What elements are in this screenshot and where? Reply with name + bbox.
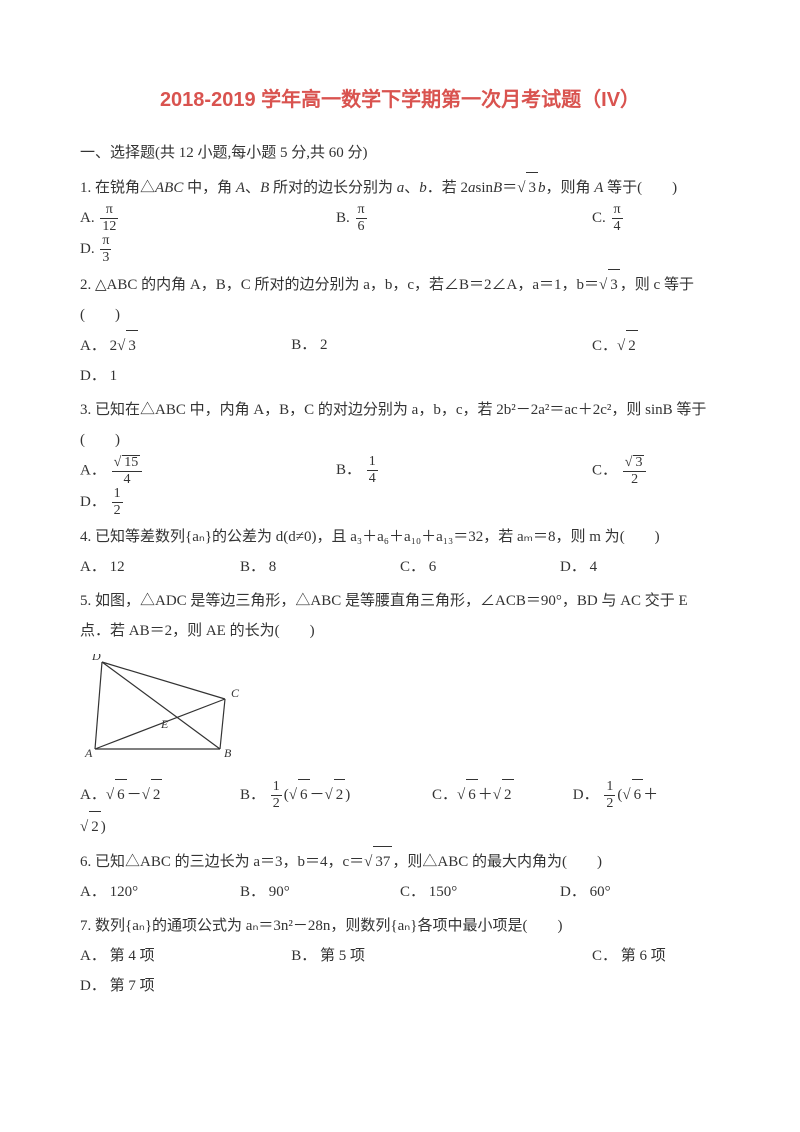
- question-4: 4. 已知等差数列{aₙ}的公差为 d(d≠0)，且 a₃＋a₆＋a₁₀＋a₁₃…: [80, 522, 720, 552]
- q5-opt-b: B． 12(√6－√2): [240, 779, 432, 811]
- q1-opt-a: A. π12: [80, 203, 336, 234]
- q4-opt-a: A． 12: [80, 552, 240, 582]
- q5-options: A．√6－√2 B． 12(√6－√2) C．√6＋√2 D． 12(√6＋: [80, 779, 720, 811]
- question-7: 7. 数列{aₙ}的通项公式为 aₙ＝3n²－28n，则数列{aₙ}各项中最小项…: [80, 911, 720, 941]
- q6-options: A． 120° B． 90° C． 150° D． 60°: [80, 877, 720, 907]
- q3-options-2: D． 12: [80, 487, 720, 518]
- q4-options: A． 12 B． 8 C． 6 D． 4: [80, 552, 720, 582]
- triangle-diagram: A B C D E: [80, 654, 250, 764]
- q3-opt-b: B． 14: [336, 455, 592, 487]
- q1-opt-d: D. π3: [80, 234, 240, 265]
- q7-opt-b: B． 第 5 项: [291, 941, 592, 971]
- q2-opt-c: C．√2: [592, 330, 720, 361]
- q2-options-2: D． 1: [80, 361, 720, 391]
- q2-opt-a: A． 2√3: [80, 330, 291, 361]
- question-3: 3. 已知在△ABC 中，内角 A，B，C 的对边分别为 a，b，c，若 2b²…: [80, 395, 720, 455]
- svg-text:D: D: [91, 654, 101, 663]
- q6-opt-c: C． 150°: [400, 877, 560, 907]
- q5-opt-d-cont: √2): [80, 811, 106, 842]
- q2-options: A． 2√3 B． 2 C．√2: [80, 330, 720, 361]
- q7-opt-c: C． 第 6 项: [592, 941, 720, 971]
- svg-text:C: C: [231, 686, 240, 700]
- q3-opt-c: C． √32: [592, 455, 720, 487]
- q4-opt-c: C． 6: [400, 552, 560, 582]
- q5-diagram: A B C D E: [80, 654, 720, 775]
- q4-opt-d: D． 4: [560, 552, 720, 582]
- q3-opt-a: A． √154: [80, 455, 336, 487]
- q5-options-2: √2): [80, 811, 720, 842]
- q5-opt-c: C．√6＋√2: [432, 779, 573, 811]
- q3-options: A． √154 B． 14 C． √32: [80, 455, 720, 487]
- q7-opt-a: A． 第 4 项: [80, 941, 291, 971]
- page-title: 2018-2019 学年高一数学下学期第一次月考试题（IV）: [80, 80, 720, 120]
- q2-opt-b: B． 2: [291, 330, 592, 361]
- question-5: 5. 如图，△ADC 是等边三角形，△ABC 是等腰直角三角形，∠ACB＝90°…: [80, 586, 720, 646]
- exam-page: 2018-2019 学年高一数学下学期第一次月考试题（IV） 一、选择题(共 1…: [0, 0, 800, 1041]
- q1-text: 1. 在锐角△ABC 中，角 A、B 所对的边长分别为 a、b．若 2asinB…: [80, 180, 677, 196]
- q1-options-2: D. π3: [80, 234, 720, 265]
- question-2: 2. △ABC 的内角 A，B，C 所对的边分别为 a，b，c，若∠B＝2∠A，…: [80, 269, 720, 330]
- q6-opt-d: D． 60°: [560, 877, 720, 907]
- q1-opt-c: C. π4: [592, 203, 720, 234]
- question-6: 6. 已知△ABC 的三边长为 a＝3，b＝4，c＝√37，则△ABC 的最大内…: [80, 846, 720, 877]
- q5-opt-a: A．√6－√2: [80, 779, 240, 811]
- q7-options: A． 第 4 项 B． 第 5 项 C． 第 6 项: [80, 941, 720, 971]
- q6-opt-a: A． 120°: [80, 877, 240, 907]
- q7-opt-d: D． 第 7 项: [80, 971, 240, 1001]
- q3-opt-d: D． 12: [80, 487, 240, 518]
- svg-text:A: A: [84, 746, 93, 760]
- question-1: 1. 在锐角△ABC 中，角 A、B 所对的边长分别为 a、b．若 2asinB…: [80, 172, 720, 203]
- q4-opt-b: B． 8: [240, 552, 400, 582]
- q6-opt-b: B． 90°: [240, 877, 400, 907]
- q2-opt-d: D． 1: [80, 361, 240, 391]
- q5-opt-d: D． 12(√6＋: [573, 779, 720, 811]
- section-header: 一、选择题(共 12 小题,每小题 5 分,共 60 分): [80, 138, 720, 168]
- q1-opt-b: B. π6: [336, 203, 592, 234]
- q7-options-2: D． 第 7 项: [80, 971, 720, 1001]
- q1-options: A. π12 B. π6 C. π4: [80, 203, 720, 234]
- svg-text:B: B: [224, 746, 232, 760]
- svg-text:E: E: [160, 717, 169, 731]
